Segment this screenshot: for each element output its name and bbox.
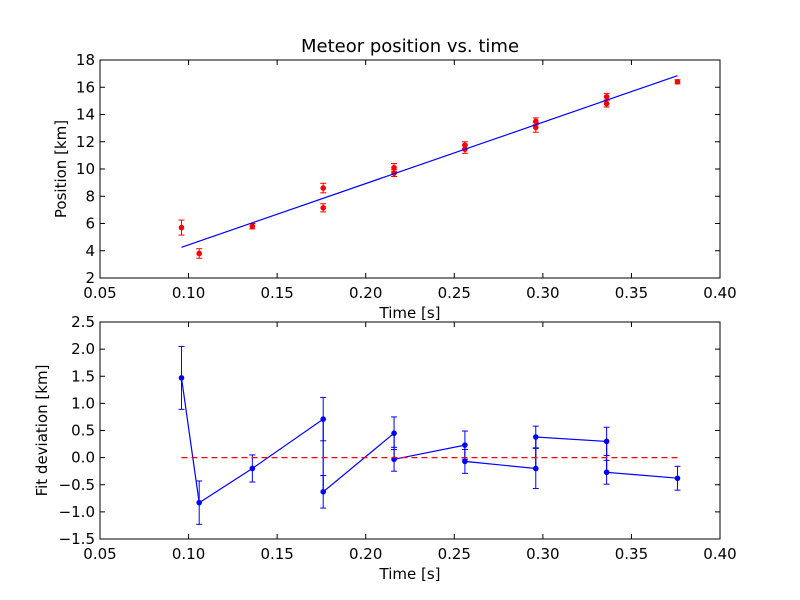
position-x-tick-label: 0.30 xyxy=(526,284,559,302)
position-data-point xyxy=(391,163,398,173)
position-series-errorbar-points xyxy=(178,79,681,259)
deviation-y-tick-label: 2.0 xyxy=(71,340,95,358)
position-x-tick-label: 0.35 xyxy=(615,284,648,302)
position-y-tick-label: 2 xyxy=(85,269,95,287)
position-marker xyxy=(249,223,256,230)
deviation-marker xyxy=(462,458,468,465)
position-y-tick-label: 14 xyxy=(76,106,95,124)
deviation-marker xyxy=(532,434,539,440)
position-marker xyxy=(603,100,610,107)
deviation-marker xyxy=(320,416,327,422)
position-frame xyxy=(99,59,721,279)
deviation-y-tick-label: −0.5 xyxy=(59,476,95,494)
position-marker xyxy=(532,118,539,125)
deviation-marker xyxy=(603,438,610,445)
deviation-y-tick-label: −1.0 xyxy=(59,503,95,521)
deviation-marker xyxy=(196,499,202,506)
position-marker xyxy=(674,79,681,85)
deviation-data-point xyxy=(178,345,185,410)
position-marker xyxy=(603,93,610,100)
deviation-x-tick-label: 0.15 xyxy=(260,545,293,563)
deviation-data-point xyxy=(320,475,327,509)
deviation-x-axis-label: Time [s] xyxy=(379,565,441,583)
position-y-tick-label: 6 xyxy=(85,215,95,233)
position-data-point xyxy=(320,203,327,213)
position-y-tick-label: 8 xyxy=(85,187,95,205)
deviation-line xyxy=(180,377,678,504)
deviation-marker xyxy=(249,465,256,472)
position-y-tick-label: 12 xyxy=(76,133,95,151)
deviation-y-tick-label: 0.0 xyxy=(71,449,95,467)
deviation-x-tick-label: 0.20 xyxy=(349,545,382,563)
position-x-tick-label: 0.40 xyxy=(703,284,736,302)
deviation-marker xyxy=(674,475,681,482)
deviation-marker xyxy=(320,489,327,495)
deviation-marker xyxy=(462,442,468,448)
deviation-data-point xyxy=(320,396,327,442)
fit-line xyxy=(181,75,678,248)
deviation-y-tick-label: 1.5 xyxy=(71,367,95,385)
position-y-tick-label: 18 xyxy=(76,51,95,69)
deviation-y-tick-label: 2.5 xyxy=(71,313,95,331)
deviation-data-point xyxy=(196,480,203,525)
position-data-point xyxy=(178,219,185,236)
position-marker xyxy=(178,224,185,231)
position-marker xyxy=(320,185,327,191)
deviation-x-tick-label: 0.40 xyxy=(703,545,736,563)
position-data-point xyxy=(249,223,256,230)
deviation-chart: 0.05 0.10 0.15 0.20 0.25 0.30 0.35 0.40 −1.5 −1.0… xyxy=(33,313,737,583)
deviation-marker xyxy=(178,375,185,381)
deviation-x-tick-label: 0.05 xyxy=(83,545,116,563)
position-y-tick-label: 16 xyxy=(76,78,95,96)
deviation-y-tick-label: 0.5 xyxy=(71,422,95,440)
deviation-y-tick-label: −1.5 xyxy=(59,530,95,548)
deviation-y-tick-label: 1.0 xyxy=(71,394,95,412)
position-x-tick-label: 0.15 xyxy=(260,284,293,302)
position-x-tick-label: 0.20 xyxy=(349,284,382,302)
position-marker xyxy=(391,164,397,171)
deviation-series-errorbar-line xyxy=(178,345,681,525)
position-y-axis-label: Position [km] xyxy=(52,120,70,218)
deviation-data-point xyxy=(603,459,610,485)
position-series-fit-line xyxy=(181,75,678,248)
deviation-marker xyxy=(603,469,610,476)
deviation-data-point xyxy=(249,454,256,483)
deviation-data-point xyxy=(532,447,539,490)
deviation-x-tick-label: 0.25 xyxy=(438,545,471,563)
position-marker xyxy=(462,142,468,148)
deviation-plot-area xyxy=(100,322,720,539)
position-marker xyxy=(320,205,327,211)
deviation-data-point xyxy=(532,425,539,449)
position-x-axis-label: Time [s] xyxy=(379,304,441,322)
deviation-marker xyxy=(532,465,539,472)
position-x-tick-label: 0.05 xyxy=(83,284,116,302)
position-title: Meteor position vs. time xyxy=(301,36,519,57)
position-y-tick-label: 4 xyxy=(85,242,95,260)
deviation-data-point xyxy=(603,426,610,456)
deviation-x-tick-label: 0.35 xyxy=(615,545,648,563)
position-x-tick-label: 0.25 xyxy=(438,284,471,302)
deviation-x-tick-label: 0.30 xyxy=(526,545,559,563)
deviation-marker xyxy=(391,430,397,437)
position-data-point xyxy=(461,141,468,150)
deviation-data-point xyxy=(461,448,468,474)
position-y-tick-label: 10 xyxy=(76,160,95,178)
deviation-frame xyxy=(99,321,721,540)
position-chart: 0.05 0.10 0.15 0.20 0.25 0.30 0.35 0.40 2 4 6 8 10 12… xyxy=(52,36,737,322)
position-data-point xyxy=(196,248,203,259)
position-data-point xyxy=(532,117,539,126)
position-x-tick-label: 0.10 xyxy=(172,284,205,302)
deviation-y-axis-label: Fit deviation [km] xyxy=(33,365,51,497)
position-data-point xyxy=(603,99,610,108)
position-marker xyxy=(196,250,202,257)
deviation-data-point xyxy=(674,465,681,491)
position-data-point xyxy=(320,182,327,194)
deviation-x-tick-label: 0.10 xyxy=(172,545,205,563)
position-data-point xyxy=(674,79,681,85)
